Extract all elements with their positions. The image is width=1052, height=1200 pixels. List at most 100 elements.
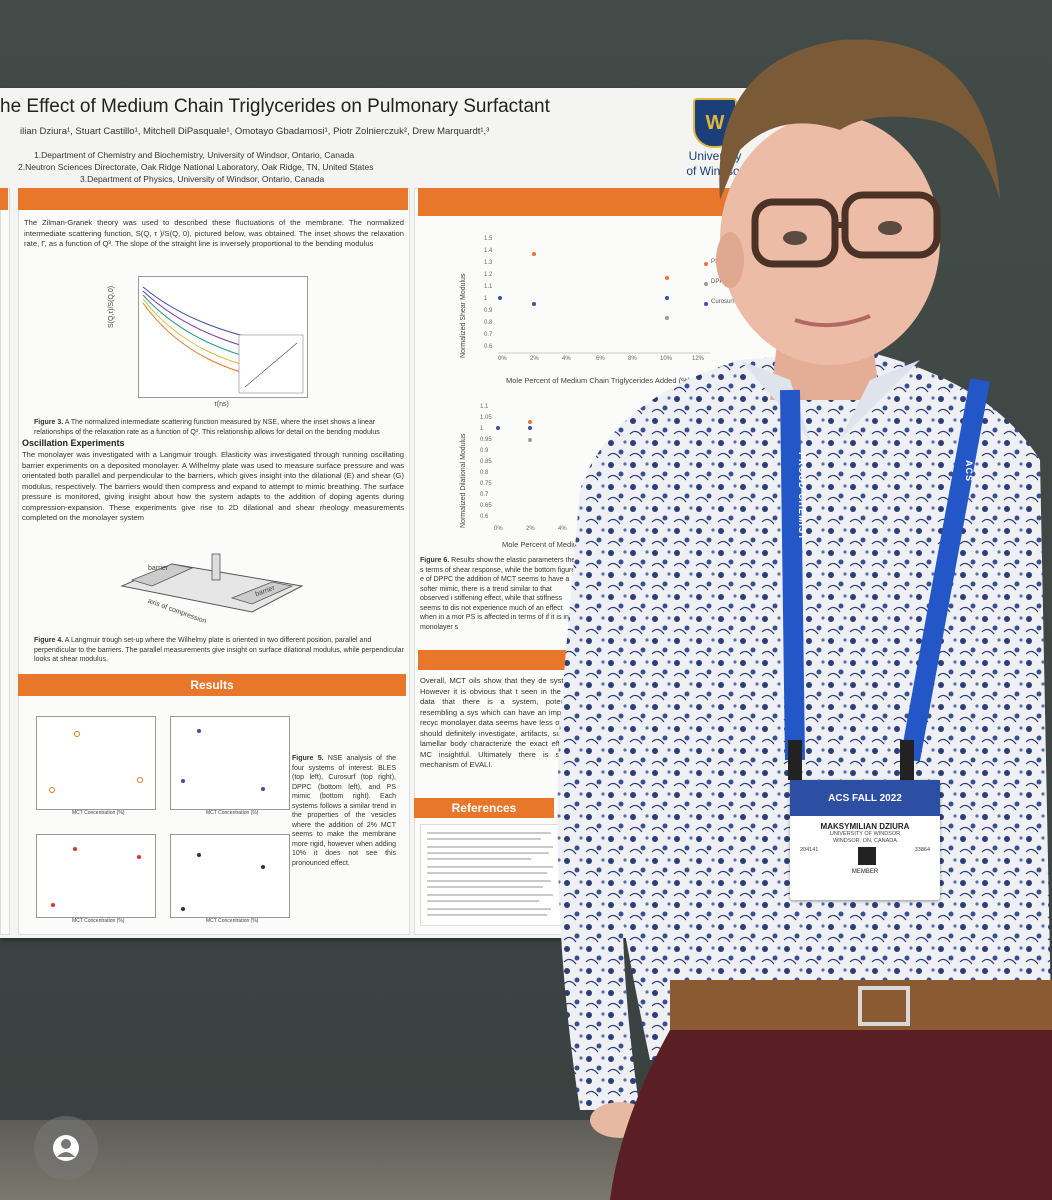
- affiliation-2: 2.Neutron Sciences Directorate, Oak Ridg…: [18, 162, 374, 172]
- dil-curosurf-0: [496, 426, 500, 430]
- figure-5-plot-ps: [170, 834, 290, 918]
- poster-title: he Effect of Medium Chain Triglycerides …: [0, 96, 550, 117]
- figure-6-caption: Figure 6. Results show the elastic param…: [420, 556, 580, 632]
- shear-curosurf-2: [532, 302, 536, 306]
- ps-point-10: [261, 865, 265, 869]
- dil-tick: 1.05: [480, 415, 492, 421]
- results-bar: Results: [18, 674, 406, 696]
- dil-xlabel: Mole Percent of Medium: [502, 540, 584, 549]
- person-figure: [557, 39, 1052, 1200]
- figure-6-caption-label: Figure 6.: [420, 557, 450, 564]
- shear-tick: 0.9: [484, 308, 493, 314]
- intro-paragraph: The Zilman-Granek theory was used to des…: [24, 218, 404, 248]
- curosurf-point-2: [197, 729, 201, 733]
- shear-tick: 0.6: [484, 344, 493, 350]
- user-icon: [53, 1135, 79, 1161]
- references-bar: References: [414, 798, 554, 818]
- shear-tick: 1.4: [484, 248, 493, 254]
- conclusion-paragraph: Overall, MCT oils show that they de syst…: [420, 676, 580, 769]
- figure-5-xlabel-2: MCT Concentration (%): [206, 810, 259, 816]
- legend-dppc: DPPC: [711, 279, 728, 285]
- dil-tick: 0.85: [480, 459, 492, 465]
- curosurf-point-10: [261, 787, 265, 791]
- poster-authors: ilian Dziura¹, Stuart Castillo¹, Mitchel…: [20, 126, 490, 137]
- shear-xlabel: Mole Percent of Medium Chain Triglycerid…: [506, 376, 691, 385]
- badge-ids: 204141 33864: [790, 845, 940, 865]
- shear-dppc-10: [665, 316, 669, 320]
- lanyard-text-left: PROUD CHEMIST: [797, 452, 807, 541]
- dil-tick: 0.9: [480, 448, 489, 454]
- figure-5-plot-curosurf: [170, 716, 290, 810]
- figure-3-caption-label: Figure 3.: [34, 419, 64, 426]
- figure-3-plot: [138, 276, 308, 398]
- reference-lines: [427, 832, 553, 916]
- left-clipped-bar: [0, 188, 8, 210]
- shear-xtick: 2%: [530, 356, 539, 362]
- figure-5-xlabel-4: MCT Concentration (%): [206, 918, 259, 924]
- right-top-bar: [418, 188, 740, 216]
- dppc-point-0: [51, 903, 55, 907]
- middle-top-bar: [18, 188, 408, 210]
- figure-5-caption-label: Figure 5.: [292, 755, 324, 762]
- dil-ylabel: Normalized Dilational Modulus: [460, 433, 467, 528]
- legend-curosurf: Curosurf: [711, 299, 735, 305]
- dil-curosurf-2: [528, 426, 532, 430]
- figure-3-caption: Figure 3. A The normalized intermediate …: [34, 418, 404, 437]
- shear-tick: 1.2: [484, 272, 493, 278]
- figure-6-caption-text: Results show the elastic parameters the …: [420, 557, 576, 631]
- shear-ps-10: [665, 276, 669, 280]
- ps-point-0: [181, 907, 185, 911]
- figure-5-xlabel-3: MCT Concentration (%): [72, 918, 125, 924]
- figure-5-plot-bles: [36, 716, 156, 810]
- shear-tick: 1.5: [484, 236, 493, 242]
- trough-barrier-label-1: barrier: [148, 565, 169, 572]
- badge-line-2: WINDSOR, ON, CANADA: [833, 838, 897, 844]
- shear-xtick: 6%: [596, 356, 605, 362]
- shear-modulus-chart: Normalized Shear Modulus 1.5 1.4 1.3 1.2…: [460, 228, 734, 378]
- shear-tick: 0.7: [484, 332, 493, 338]
- lanyard-text-right: ACS: [964, 460, 974, 483]
- shear-ps-2: [532, 252, 536, 256]
- dil-tick: 0.8: [480, 470, 489, 476]
- shear-tick: 1: [484, 296, 488, 302]
- dil-xtick: 2%: [526, 526, 535, 532]
- shear-xtick: 8%: [628, 356, 637, 362]
- figure-4-caption-label: Figure 4.: [34, 637, 64, 644]
- curosurf-point-0: [181, 779, 185, 783]
- shear-xtick: 0%: [498, 356, 507, 362]
- name-badge: ACS FALL 2022 MAKSYMILIAN DZIURA UNIVERS…: [790, 780, 940, 900]
- legend-dppc-icon: [704, 282, 708, 286]
- dil-tick: 0.75: [480, 481, 492, 487]
- shear-xtick: 12%: [692, 356, 705, 362]
- shear-tick: 1.1: [484, 284, 493, 290]
- references-list: [420, 824, 562, 926]
- dil-ps-2: [528, 420, 532, 424]
- figure-5-caption-text: NSE analysis of the four systems of inte…: [292, 755, 396, 867]
- dil-tick: 1: [480, 426, 484, 432]
- bles-point-0: [49, 787, 55, 793]
- badge-id-1: 204141: [800, 847, 819, 853]
- dil-xtick: 0%: [494, 526, 503, 532]
- affiliation-1: 1.Department of Chemistry and Biochemist…: [34, 150, 355, 160]
- figure-3-caption-text: A The normalized intermediate scattering…: [34, 419, 380, 436]
- dil-tick: 1.1: [480, 404, 489, 410]
- figure-5-plot-dppc: [36, 834, 156, 918]
- account-avatar[interactable]: [34, 1116, 98, 1180]
- shear-xtick: 10%: [660, 356, 673, 362]
- figure-4-caption-text: A Langmuir trough set-up where the Wilhe…: [34, 637, 404, 663]
- shear-tick: 0.8: [484, 320, 493, 326]
- oscillation-paragraph: The monolayer was investigated with a La…: [22, 450, 404, 522]
- figure-5-xlabel-1: MCT Concentration (%): [72, 810, 125, 816]
- dil-dppc-2: [528, 438, 532, 442]
- shear-curosurf-0: [498, 296, 502, 300]
- left-clipped-column: [0, 188, 10, 935]
- dppc-point-10: [137, 855, 141, 859]
- shear-curosurf-10: [665, 296, 669, 300]
- badge-id-2: 33864: [914, 847, 930, 853]
- figure-4-caption: Figure 4. A Langmuir trough set-up where…: [34, 636, 404, 665]
- figure-3-ylabel: S(Q,τ)/S(Q,0): [108, 285, 115, 328]
- shear-ylabel: Normalized Shear Modulus: [460, 273, 467, 358]
- affiliation-3: 3.Department of Physics, University of W…: [80, 174, 325, 184]
- badge-line-1: UNIVERSITY OF WINDSOR: [829, 831, 901, 837]
